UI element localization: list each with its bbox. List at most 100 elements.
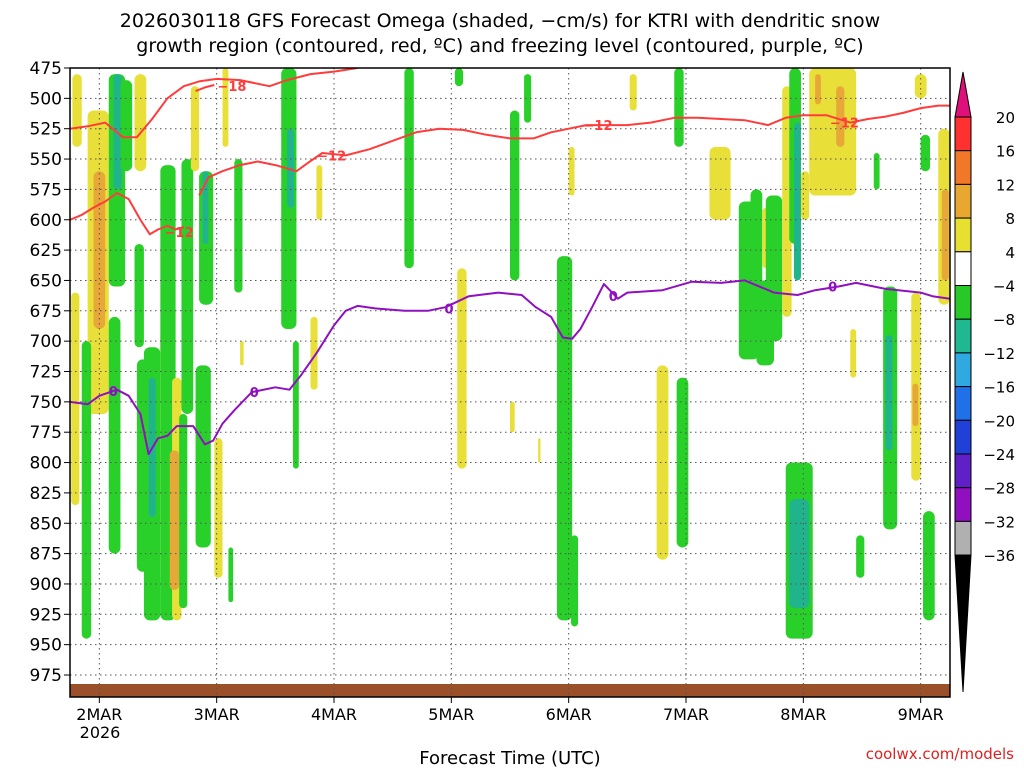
dgz-upper-contour: [70, 68, 358, 139]
colorbar-segment: [954, 487, 972, 522]
contour-label-minus18: −18: [217, 80, 246, 95]
colorbar-segment: [954, 285, 972, 320]
colorbar-label: −28: [983, 480, 1015, 498]
y-tick-label: 600: [30, 211, 62, 231]
omega-region-green: [923, 511, 935, 621]
y-tick-label: 850: [30, 514, 62, 534]
omega-region-green: [873, 152, 880, 190]
y-tick-label: 675: [30, 302, 62, 322]
x-axis-year-label: 2026: [80, 723, 121, 742]
omega-region-green: [234, 159, 243, 293]
dgz-middle-contour: [198, 104, 950, 196]
y-tick-label: 875: [30, 545, 62, 565]
contour-label-zero: 0: [250, 386, 259, 401]
colorbar-bottom-arrow: [954, 554, 972, 693]
colorbar-label: −8: [993, 311, 1015, 329]
credit-text: coolwx.com/models: [866, 745, 1014, 763]
omega-region-green: [510, 110, 520, 281]
omega-region-green: [765, 195, 783, 342]
omega-region-orange: [93, 171, 106, 330]
omega-region-teal: [789, 498, 810, 609]
contour-lines: −18 −12 −12 −12 −12 0 0 0 0 0: [70, 68, 950, 456]
colorbar: 20 16 12 8 4 −4 −8 −12 −16 −20 −24 −28 −32 −36: [954, 71, 1015, 693]
omega-shading: [71, 68, 950, 639]
y-tick-label: 975: [30, 666, 62, 686]
y-axis: 475 500 525 550 575 600 625 650 675 700 725 750 775 8…: [30, 59, 70, 686]
omega-region-yellow: [214, 438, 223, 578]
chart-title-line1: 2026030118 GFS Forecast Omega (shaded, −…: [120, 10, 880, 32]
y-tick-label: 475: [30, 59, 62, 79]
omega-region-green: [120, 80, 133, 172]
omega-region-yellow: [850, 329, 857, 378]
contour-label-minus12: −12: [830, 117, 859, 132]
contour-label-zero: 0: [109, 385, 118, 400]
x-tick-label: 7MAR: [663, 705, 709, 724]
colorbar-label: 20: [996, 109, 1015, 127]
colorbar-label: −32: [983, 513, 1015, 531]
omega-region-yellow: [457, 268, 467, 469]
omega-region-yellow: [72, 74, 82, 147]
colorbar-segment: [954, 386, 972, 421]
colorbar-segment: [954, 419, 972, 455]
omega-region-teal: [287, 128, 295, 208]
colorbar-label: 12: [996, 176, 1015, 194]
omega-region-orange: [941, 189, 949, 281]
y-tick-label: 775: [30, 423, 62, 443]
y-tick-label: 750: [30, 393, 62, 413]
omega-region-yellow: [240, 341, 244, 366]
surface-strip: [70, 684, 950, 697]
contour-label-minus12: −12: [317, 149, 346, 164]
colorbar-label: −20: [983, 412, 1015, 430]
contour-label-minus12: −12: [584, 119, 613, 134]
omega-region-green: [404, 68, 414, 269]
colorbar-segment: [954, 352, 972, 388]
x-tick-label: 9MAR: [898, 705, 944, 724]
x-tick-label: 4MAR: [311, 705, 357, 724]
colorbar-segment: [954, 150, 972, 185]
dgz-minus18-contour: [195, 84, 215, 93]
x-tick-label: 8MAR: [780, 705, 826, 724]
contour-label-zero: 0: [828, 281, 837, 296]
y-tick-label: 900: [30, 575, 62, 595]
omega-region-green: [556, 256, 573, 621]
omega-region-teal: [202, 171, 209, 245]
colorbar-segment: [954, 217, 972, 253]
y-tick-label: 825: [30, 484, 62, 504]
omega-region-yellow: [222, 68, 229, 147]
omega-region-green: [454, 68, 464, 87]
omega-region-yellow: [800, 171, 810, 220]
omega-region-orange: [836, 86, 845, 147]
colorbar-segment: [954, 251, 972, 287]
omega-region-yellow: [538, 438, 541, 463]
colorbar-label: 4: [1005, 244, 1015, 262]
omega-region-yellow: [809, 68, 857, 196]
omega-region-green: [856, 535, 865, 578]
colorbar-segment: [954, 318, 972, 354]
omega-region-green: [571, 535, 579, 627]
y-tick-label: 650: [30, 271, 62, 291]
omega-region-teal: [793, 122, 801, 281]
omega-region-yellow: [568, 146, 575, 196]
omega-region-green: [676, 377, 689, 548]
omega-region-orange: [169, 450, 180, 591]
freezing-level-contour: [70, 279, 950, 456]
y-tick-label: 575: [30, 180, 62, 200]
omega-region-yellow: [709, 146, 731, 220]
colorbar-label: 16: [996, 143, 1015, 161]
omega-region-yellow: [134, 74, 147, 172]
colorbar-segment: [954, 183, 972, 219]
x-tick-label: 5MAR: [428, 705, 474, 724]
omega-region-green: [524, 74, 532, 123]
x-axis: 2MAR 3MAR 4MAR 5MAR 6MAR 7MAR 8MAR 9MAR: [76, 697, 944, 724]
omega-region-yellow: [656, 365, 669, 560]
contour-label-minus12: −12: [165, 226, 194, 241]
colorbar-segment: [954, 520, 972, 556]
omega-region-green: [179, 413, 188, 609]
x-axis-title: Forecast Time (UTC): [419, 748, 600, 768]
y-tick-label: 925: [30, 605, 62, 625]
omega-region-green: [81, 341, 92, 639]
y-tick-label: 800: [30, 454, 62, 474]
dgz-lower-contour: [70, 192, 185, 236]
